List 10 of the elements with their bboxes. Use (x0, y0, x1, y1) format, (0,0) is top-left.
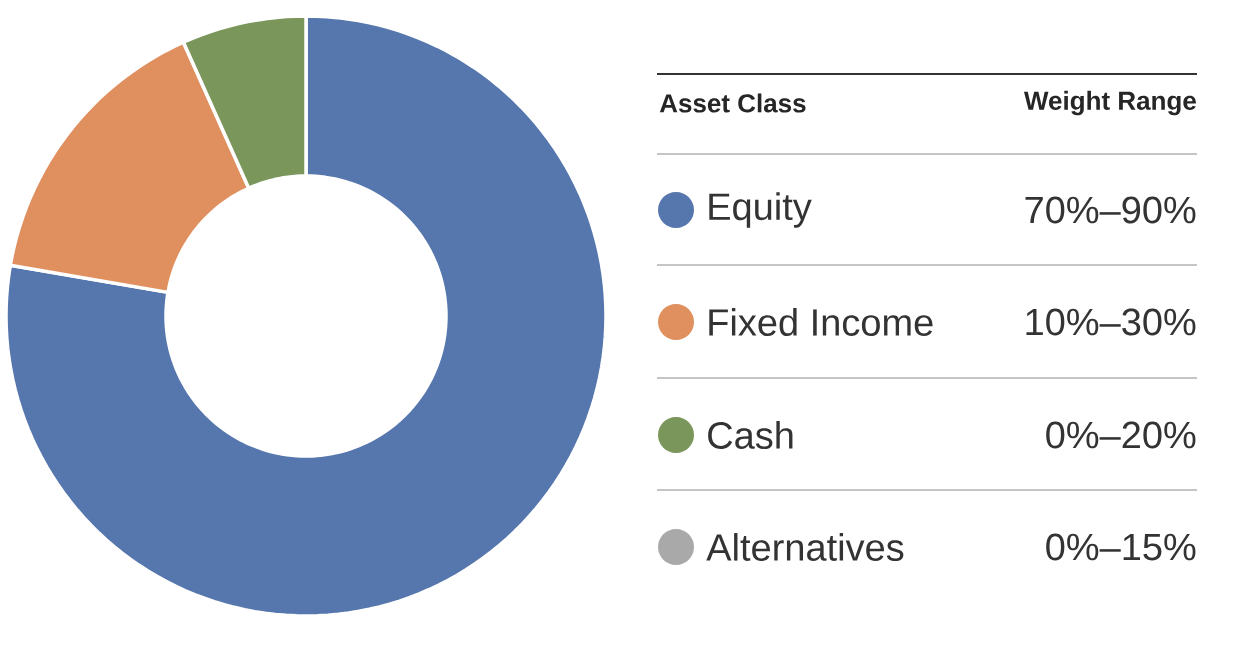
legend-title: Asset Class (659, 93, 806, 113)
text: 0%–15% (1046, 533, 1196, 561)
legend-label: Cash (708, 421, 793, 449)
text: Weight Range (1023, 90, 1196, 116)
text: 70%–90% (1025, 196, 1196, 224)
legend-label: Fixed Income (709, 308, 933, 336)
legend-label: Equity (709, 192, 812, 228)
text: 10%–30% (1026, 308, 1196, 336)
text: 0%–20% (1046, 421, 1196, 449)
legend-label: Alternatives (706, 533, 904, 561)
